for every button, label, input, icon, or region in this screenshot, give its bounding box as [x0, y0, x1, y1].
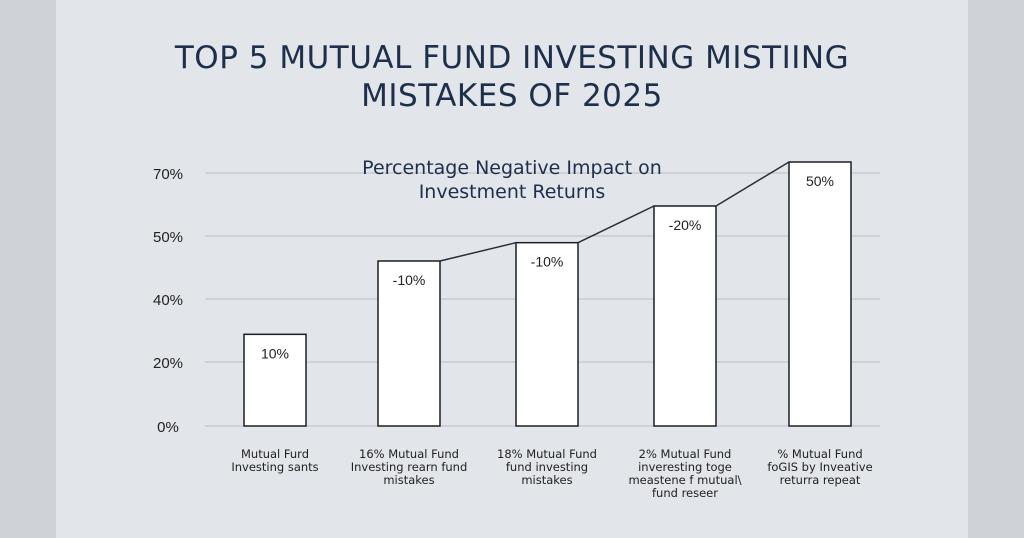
- trend-line-segment: [577, 205, 655, 244]
- x-category-label: mistakes: [383, 473, 434, 487]
- bar: [377, 260, 441, 427]
- bar: [653, 205, 717, 427]
- x-category-label: 2% Mutual Fund: [639, 447, 732, 461]
- x-category-label: Investing rearn fund: [351, 460, 468, 474]
- x-category-label: foGIS by Inveative: [767, 460, 872, 474]
- x-category-label: inveresting toge: [638, 460, 732, 474]
- x-category-label: returra repeat: [780, 473, 861, 487]
- page-title-line-1: TOP 5 MUTUAL FUND INVESTING MISTIING: [174, 40, 850, 76]
- x-category-label: 16% Mutual Fund: [359, 447, 459, 461]
- chart-title-line: Percentage Negative Impact on: [362, 157, 662, 179]
- trend-line-segment: [715, 161, 790, 207]
- x-category-label: Mutual Furd: [241, 447, 309, 461]
- bar: [788, 161, 852, 427]
- x-category-label: % Mutual Fund: [777, 447, 862, 461]
- bar-value-label: -10%: [393, 272, 426, 288]
- y-tick-label: 20%: [153, 355, 183, 372]
- x-category-label: mistakes: [521, 473, 572, 487]
- trend-line-segment: [439, 241, 517, 262]
- y-tick-label: 70%: [153, 166, 183, 183]
- bar-value-label: -20%: [669, 217, 702, 233]
- page-title-line-2: MISTAKES OF 2025: [361, 78, 663, 114]
- bar-value-label: 10%: [261, 345, 289, 361]
- bar: [515, 241, 579, 427]
- x-category-label: meastene f mutual\: [628, 473, 741, 487]
- chart-title-line: Investment Returns: [419, 181, 606, 203]
- y-tick-label: 40%: [153, 292, 183, 309]
- x-category-label: fund reseer: [652, 486, 718, 500]
- y-tick-label: 0%: [157, 419, 179, 436]
- y-tick-label: 50%: [153, 229, 183, 246]
- x-category-label: fund investing: [506, 460, 588, 474]
- x-category-label: Investing sants: [231, 460, 318, 474]
- bar-value-label: -10%: [531, 254, 564, 270]
- bar-value-label: 50%: [806, 173, 834, 189]
- x-category-label: 18% Mutual Fund: [497, 447, 597, 461]
- bar: [243, 333, 307, 427]
